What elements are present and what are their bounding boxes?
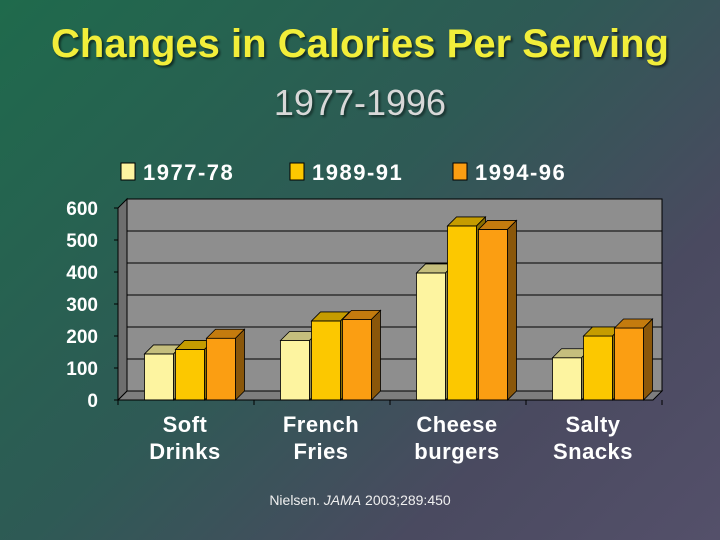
- bar-front: [416, 272, 446, 401]
- legend: 1977-78 1989-91 1994-96: [120, 160, 566, 185]
- bar-front: [175, 349, 205, 401]
- citation-journal: JAMA: [323, 492, 362, 508]
- chart-subtitle: 1977-1996: [273, 82, 447, 123]
- citation-ref: 2003;289:450: [365, 492, 451, 508]
- x-tick-label: Salty: [565, 412, 620, 437]
- y-tick-label: 0: [87, 391, 98, 412]
- y-tick-label: 400: [66, 263, 98, 284]
- citation-author: Nielsen.: [269, 492, 320, 508]
- bar-1994-96-3: [613, 318, 654, 401]
- x-tick-label: Soft: [163, 412, 208, 437]
- x-tick-label: Fries: [293, 439, 348, 464]
- citation: Nielsen. JAMA 2003;289:450: [0, 492, 720, 508]
- legend-label: 1977-78: [143, 160, 234, 185]
- legend-swatch: [452, 162, 468, 181]
- legend-swatch: [120, 162, 136, 181]
- bar-front: [447, 225, 477, 401]
- bar-front: [342, 318, 372, 401]
- y-tick-label: 300: [66, 295, 98, 316]
- chart-title: Changes in Calories Per Serving: [51, 22, 669, 66]
- bar-front: [280, 340, 310, 401]
- bar-side: [643, 318, 653, 401]
- y-tick-label: 500: [66, 231, 98, 252]
- y-tick-label: 100: [66, 359, 98, 380]
- legend-label: 1989-91: [312, 160, 403, 185]
- x-tick-label: Cheese: [416, 412, 497, 437]
- bar-side: [235, 328, 245, 401]
- bar-front: [144, 353, 174, 401]
- legend-label: 1994-96: [475, 160, 566, 185]
- bar-front: [206, 337, 236, 401]
- bar-1994-96-0: [205, 328, 246, 401]
- x-tick-label: Snacks: [553, 439, 633, 464]
- legend-swatch: [289, 162, 305, 181]
- bar-front: [311, 320, 341, 401]
- chart-side-wall: [117, 197, 128, 402]
- bar-side: [371, 309, 381, 401]
- x-tick-label: burgers: [414, 439, 499, 464]
- bar-side: [507, 219, 517, 401]
- bars: [143, 215, 654, 401]
- bar-front: [478, 229, 508, 401]
- bar-front: [552, 357, 582, 401]
- y-axis: 0 100 200 300 400 500 600: [66, 199, 119, 412]
- bar-1994-96-1: [341, 309, 382, 401]
- y-tick-label: 600: [66, 199, 98, 220]
- bar-front: [583, 335, 613, 401]
- x-tick-label: French: [283, 412, 359, 437]
- bar-front: [614, 327, 644, 401]
- x-tick-label: Drinks: [149, 439, 220, 464]
- bar-1994-96-2: [477, 219, 518, 401]
- y-tick-label: 200: [66, 327, 98, 348]
